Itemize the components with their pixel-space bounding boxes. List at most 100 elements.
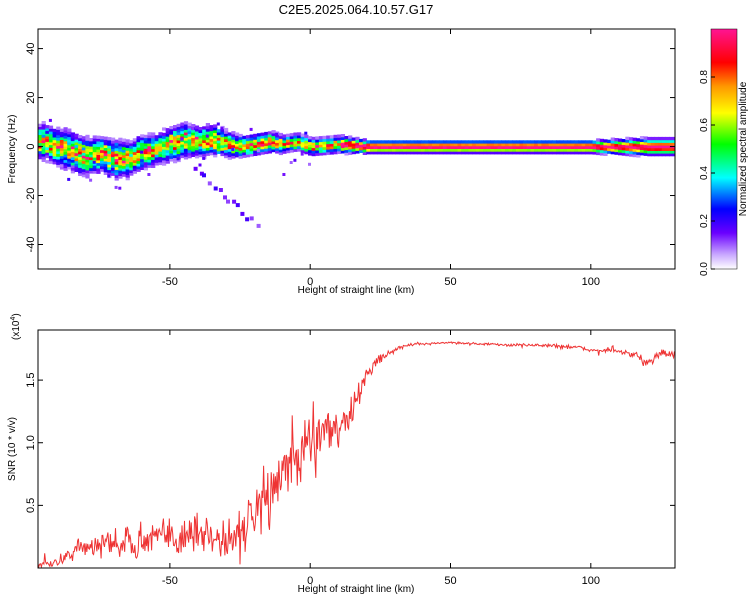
spectrogram-cell	[370, 140, 375, 144]
x-tick-label: 50	[444, 575, 456, 587]
spectrogram-cell	[625, 139, 630, 143]
spectrogram-cell	[183, 145, 189, 149]
spectrogram-cell	[92, 162, 97, 166]
spectrogram-cell	[100, 152, 105, 156]
spectrogram-cell	[304, 140, 309, 144]
spectrogram-cell	[180, 154, 185, 159]
spectrogram-cell	[245, 140, 251, 144]
spectrogram-cell	[264, 137, 269, 141]
spectrogram-cell	[74, 139, 79, 143]
spectrogram-cell	[59, 155, 65, 159]
spectrogram-cell	[541, 143, 546, 147]
spectrogram-cell	[205, 131, 210, 135]
spectrogram-cell	[523, 140, 528, 144]
spectrogram-cell	[464, 145, 469, 149]
spectrogram-cell	[461, 151, 466, 155]
spectrogram-cell	[92, 151, 97, 155]
spectrogram-cell	[220, 142, 225, 146]
spectrogram-cell	[326, 143, 331, 147]
spectrogram-cell	[198, 140, 203, 144]
spectrogram-cell	[442, 143, 448, 147]
spectrogram-cell	[198, 132, 203, 136]
spectrogram-cell	[271, 138, 276, 142]
spectrogram-cell	[647, 142, 652, 146]
spectrogram-cell	[118, 170, 123, 174]
spectrogram-cell	[333, 151, 338, 155]
spectrogram-cell	[647, 136, 652, 141]
spectrogram-cell	[132, 165, 137, 169]
spectrogram-cell	[548, 148, 553, 152]
spectrogram-cell	[48, 152, 54, 156]
spectrogram-cell	[180, 125, 185, 129]
spectrogram-cell	[355, 144, 360, 149]
spectrogram-cell	[373, 143, 378, 147]
spectrogram-cell	[103, 163, 108, 167]
spectrogram-cell	[256, 152, 262, 156]
spectrogram-cell	[207, 181, 212, 186]
spectrogram-cell	[41, 129, 46, 133]
spectrogram-cell	[238, 136, 243, 140]
spectrogram-cell	[275, 142, 280, 146]
spectrogram-cell	[326, 135, 331, 139]
spectrogram-cell	[129, 150, 134, 155]
spectrogram-cell	[523, 151, 528, 155]
spectrogram-cell	[567, 151, 572, 155]
spectrogram-cell	[351, 145, 356, 149]
spectrogram-cell	[198, 135, 203, 139]
spectrogram-cell	[304, 145, 309, 149]
spectrogram-marks	[38, 118, 675, 228]
spectrogram-cell	[147, 140, 152, 144]
spectrogram-cell	[205, 152, 210, 156]
spectrogram-cell	[577, 151, 583, 155]
spectrogram-cell	[213, 124, 218, 128]
spectrogram-cell	[483, 145, 488, 149]
spectrogram-cell	[125, 158, 130, 162]
spectrogram-cell	[169, 155, 174, 159]
spectrogram-cell	[194, 128, 200, 132]
spectrogram-cell	[224, 146, 229, 151]
spectrogram-cell	[245, 137, 251, 142]
spectrogram-cell	[205, 123, 210, 127]
spectrogram-cell	[632, 140, 637, 144]
spectrogram-cell	[486, 140, 491, 144]
spectrogram-cell	[340, 136, 345, 140]
spectrogram-cell	[224, 149, 229, 153]
spectrogram-cell	[180, 130, 185, 134]
spectrogram-cell	[461, 143, 466, 147]
spectrogram-cell	[402, 151, 407, 155]
spectrogram-cell	[417, 143, 422, 147]
spectrogram-cell	[63, 140, 68, 144]
spectrogram-y-label: Frequency (Hz)	[7, 115, 18, 184]
spectrogram-cell	[315, 147, 320, 151]
spectrogram-cell	[59, 166, 65, 170]
spectrogram-cell	[333, 142, 338, 147]
spectrogram-cell	[629, 139, 634, 144]
spectrogram-cell	[56, 156, 61, 160]
spectrogram-cell	[446, 151, 451, 155]
spectrogram-cell	[202, 131, 207, 135]
spectrogram-cell	[242, 154, 247, 158]
spectrogram-cell	[556, 151, 561, 155]
y-tick-label: -20	[25, 188, 37, 204]
spectrogram-cell	[439, 140, 444, 144]
spectrogram-cell	[326, 138, 331, 142]
spectrogram-cell	[315, 141, 320, 146]
spectrogram-cell	[413, 145, 418, 149]
spectrogram-cell	[494, 148, 499, 152]
spectrogram-cell	[355, 142, 360, 146]
spectrogram-cell	[530, 145, 535, 149]
spectrogram-cell	[125, 147, 130, 151]
colorbar-tick-label: 0.0	[699, 262, 710, 276]
spectrogram-cell	[530, 140, 535, 144]
spectrogram-cell	[373, 151, 378, 155]
spectrogram-cell	[308, 144, 313, 148]
spectrogram-cell	[424, 148, 429, 152]
spectrogram-cell	[74, 149, 79, 154]
spectrogram-cell	[165, 133, 170, 137]
spectrogram-cell	[147, 164, 152, 168]
spectrogram-cell	[570, 148, 575, 152]
spectrogram-cell	[552, 143, 557, 147]
spectrogram-cell	[56, 126, 61, 130]
spectrogram-cell	[165, 144, 170, 148]
